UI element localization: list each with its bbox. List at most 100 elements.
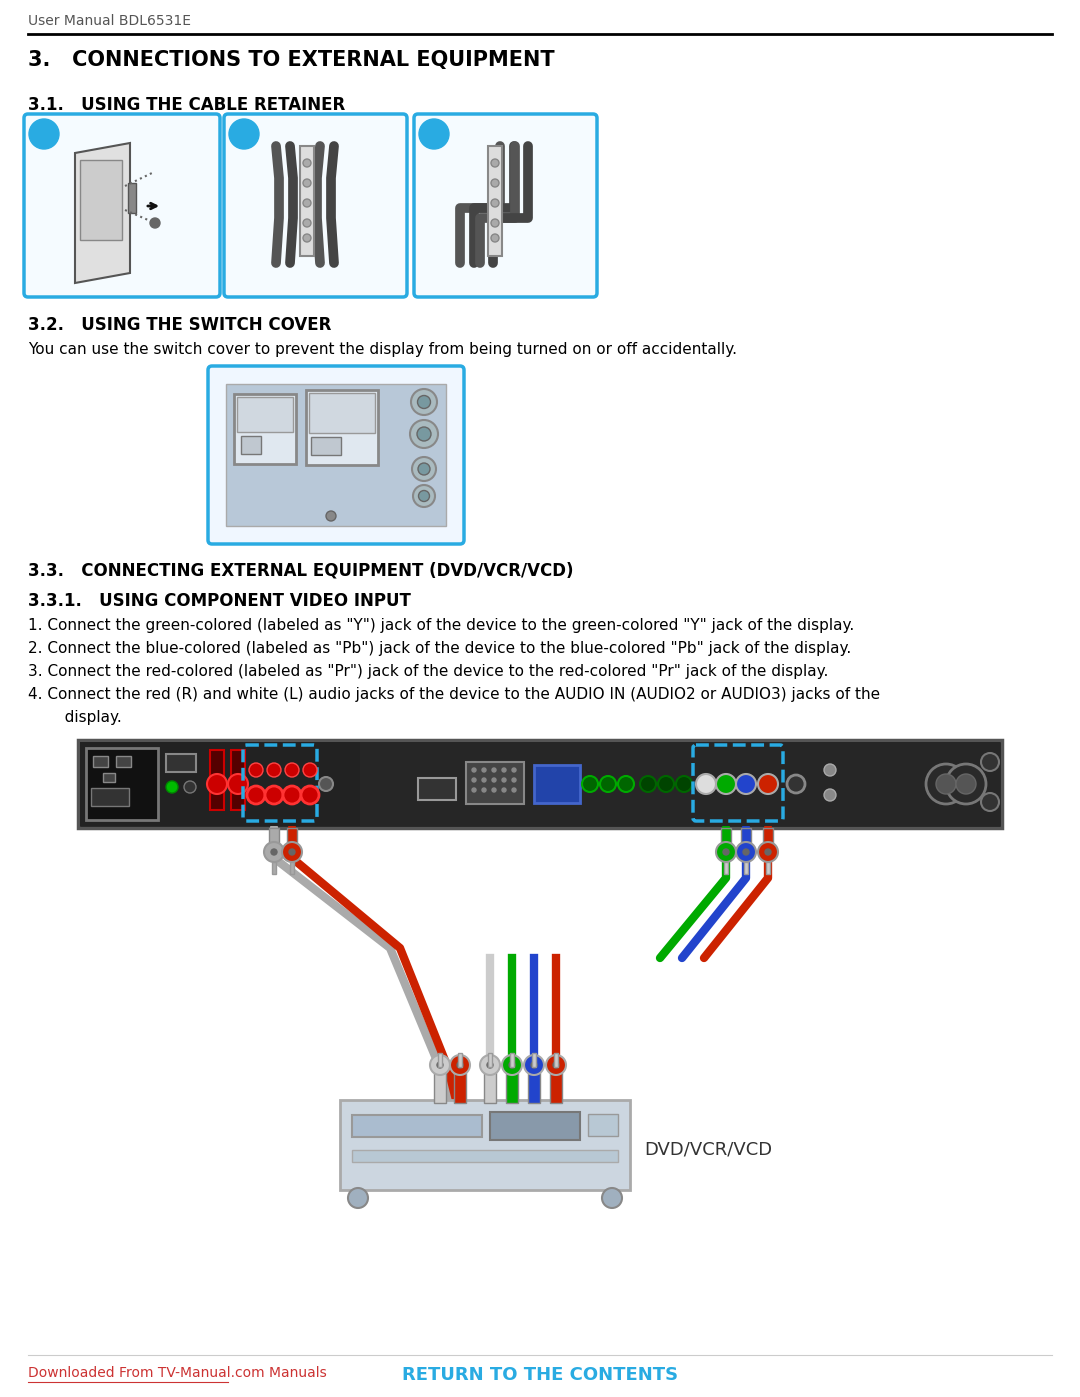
Circle shape (265, 787, 283, 805)
Circle shape (512, 778, 516, 782)
Bar (352, 1115, 482, 1137)
Bar (418, 778, 456, 800)
Bar (534, 766, 580, 803)
Bar (488, 147, 502, 256)
Circle shape (482, 778, 486, 782)
Circle shape (326, 511, 336, 521)
Bar (528, 1067, 540, 1104)
Bar (490, 1112, 580, 1140)
Circle shape (509, 1062, 515, 1067)
Text: User Manual BDL6531E: User Manual BDL6531E (28, 14, 191, 28)
Circle shape (936, 774, 956, 793)
Circle shape (249, 763, 264, 777)
Circle shape (512, 768, 516, 773)
Circle shape (29, 119, 59, 149)
Circle shape (417, 427, 431, 441)
Text: 1. Connect the green-colored (labeled as "Y") jack of the device to the green-co: 1. Connect the green-colored (labeled as… (28, 617, 854, 633)
Circle shape (413, 485, 435, 507)
Circle shape (418, 395, 431, 408)
Bar (91, 788, 129, 806)
Circle shape (502, 788, 507, 792)
Bar (352, 1150, 618, 1162)
Circle shape (303, 159, 311, 168)
Circle shape (457, 1062, 463, 1067)
Circle shape (758, 774, 778, 793)
Circle shape (289, 849, 295, 855)
Bar (741, 828, 751, 849)
Bar (269, 828, 279, 849)
Bar (438, 1053, 442, 1067)
Circle shape (735, 842, 756, 862)
Bar (166, 754, 195, 773)
Circle shape (824, 789, 836, 800)
Bar (484, 1067, 496, 1104)
Circle shape (418, 462, 430, 475)
Bar (340, 1099, 630, 1190)
Bar (766, 862, 770, 875)
Circle shape (824, 764, 836, 775)
Text: RETURN TO THE CONTENTS: RETURN TO THE CONTENTS (402, 1366, 678, 1384)
Bar (291, 862, 294, 875)
Circle shape (228, 774, 248, 793)
Circle shape (482, 768, 486, 773)
Circle shape (482, 788, 486, 792)
Circle shape (502, 1055, 522, 1076)
FancyBboxPatch shape (24, 115, 220, 298)
Circle shape (472, 768, 476, 773)
Text: DVD/VCR/VCD: DVD/VCR/VCD (644, 1141, 772, 1160)
Circle shape (271, 849, 276, 855)
Circle shape (926, 764, 966, 805)
Text: 4. Connect the red (R) and white (L) audio jacks of the device to the AUDIO IN (: 4. Connect the red (R) and white (L) aud… (28, 687, 880, 703)
Bar (507, 1067, 518, 1104)
Circle shape (303, 198, 311, 207)
Circle shape (267, 763, 281, 777)
Bar (311, 437, 341, 455)
Text: c: c (430, 127, 438, 141)
Circle shape (765, 849, 771, 855)
Bar (210, 750, 224, 810)
Bar (116, 756, 131, 767)
Circle shape (150, 218, 160, 228)
Circle shape (553, 1062, 559, 1067)
Circle shape (716, 842, 735, 862)
Bar (465, 761, 524, 805)
Circle shape (723, 849, 729, 855)
Circle shape (981, 753, 999, 771)
Circle shape (956, 774, 976, 793)
Text: 00:00: 00:00 (495, 1118, 535, 1132)
Bar (237, 397, 293, 432)
Circle shape (419, 490, 430, 502)
Circle shape (283, 787, 301, 805)
Bar (80, 161, 122, 240)
Text: 3.3.   CONNECTING EXTERNAL EQUIPMENT (DVD/VCR/VCD): 3.3. CONNECTING EXTERNAL EQUIPMENT (DVD/… (28, 562, 573, 580)
Bar (454, 1067, 465, 1104)
Circle shape (303, 763, 318, 777)
Text: O  —: O — (168, 754, 191, 764)
Text: display.: display. (50, 710, 122, 725)
Bar (300, 147, 314, 256)
Text: 3.3.1.   USING COMPONENT VIDEO INPUT: 3.3.1. USING COMPONENT VIDEO INPUT (28, 592, 410, 610)
Text: 3.2.   USING THE SWITCH COVER: 3.2. USING THE SWITCH COVER (28, 316, 332, 334)
Bar (550, 1067, 562, 1104)
Circle shape (184, 781, 195, 793)
Circle shape (946, 764, 986, 805)
Bar (93, 756, 108, 767)
Circle shape (502, 778, 507, 782)
Circle shape (472, 778, 476, 782)
Circle shape (491, 159, 499, 168)
Bar (588, 1113, 618, 1136)
Circle shape (348, 1187, 368, 1208)
Bar (226, 384, 446, 527)
Polygon shape (75, 142, 130, 284)
Bar (241, 436, 261, 454)
Circle shape (480, 1055, 500, 1076)
Circle shape (492, 768, 496, 773)
Circle shape (618, 775, 634, 792)
Bar (272, 862, 276, 875)
Circle shape (472, 788, 476, 792)
Circle shape (411, 457, 436, 481)
Bar (532, 1053, 536, 1067)
Circle shape (229, 119, 259, 149)
Bar (231, 750, 245, 810)
Bar (510, 1053, 514, 1067)
